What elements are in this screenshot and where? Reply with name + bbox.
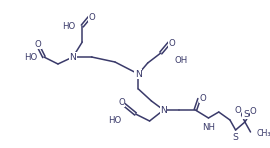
Text: N: N	[160, 106, 167, 115]
Text: HO: HO	[108, 115, 122, 124]
Text: HO: HO	[63, 21, 76, 30]
Text: O: O	[200, 94, 206, 103]
Text: O: O	[35, 40, 42, 49]
Text: NH: NH	[202, 123, 215, 132]
Text: O: O	[250, 107, 257, 115]
Text: O: O	[118, 98, 125, 107]
Text: S: S	[243, 110, 249, 119]
Text: N: N	[69, 53, 76, 62]
Text: S: S	[233, 133, 238, 142]
Text: O: O	[169, 38, 176, 48]
Text: CH₃: CH₃	[256, 128, 270, 137]
Text: O: O	[234, 106, 241, 115]
Text: N: N	[135, 70, 142, 78]
Text: HO: HO	[24, 53, 38, 62]
Text: O: O	[88, 12, 95, 21]
Text: OH: OH	[175, 56, 188, 65]
